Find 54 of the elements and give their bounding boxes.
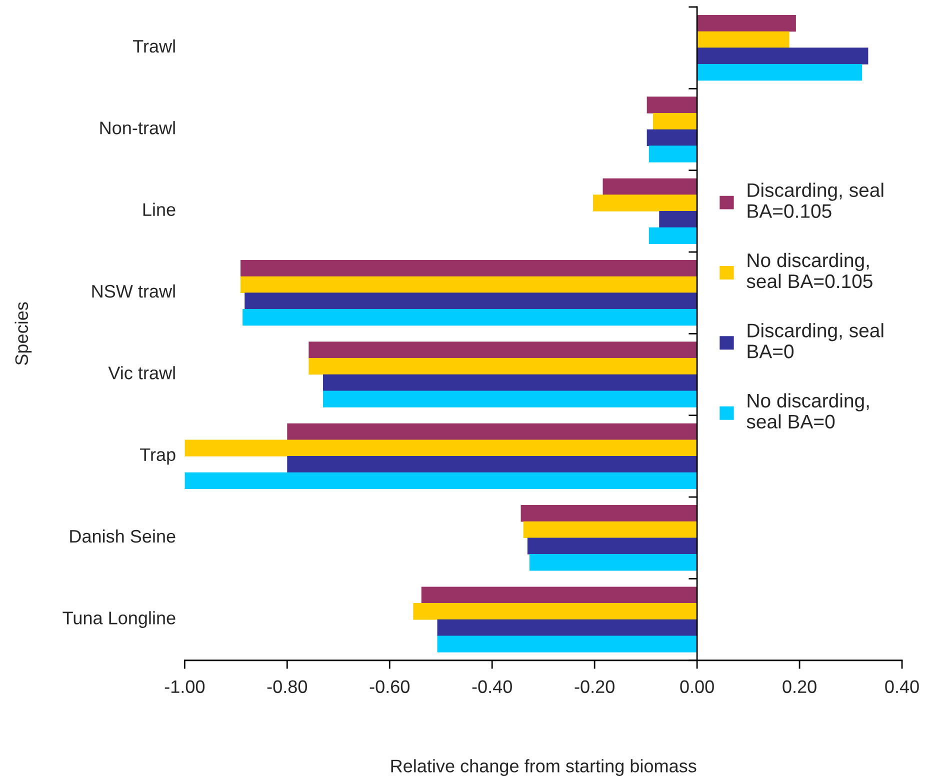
- bar: [520, 505, 698, 522]
- x-tick-label: 0.00: [680, 680, 714, 694]
- x-tick-label: -0.60: [370, 680, 410, 694]
- bar: [287, 423, 698, 440]
- bar: [697, 31, 790, 48]
- bar: [697, 14, 796, 32]
- bar: [323, 374, 698, 392]
- y-tick-label: Line: [143, 202, 176, 216]
- legend-label: No discarding, seal BA=0: [746, 393, 869, 429]
- bar: [697, 64, 862, 81]
- bar: [323, 390, 698, 408]
- x-axis-title: Relative change from starting biomass: [391, 759, 696, 776]
- bar: [527, 538, 698, 554]
- y-tick-label: Danish Seine: [70, 529, 176, 543]
- y-tick-label: Tuna Longline: [62, 611, 176, 628]
- bar: [602, 178, 698, 195]
- y-tick-label: NSW trawl: [92, 284, 175, 298]
- bar: [646, 129, 698, 146]
- x-tick-label: -0.40: [472, 680, 512, 694]
- x-tick-label: -0.80: [267, 680, 308, 694]
- bar: [697, 48, 868, 64]
- bar: [659, 211, 698, 228]
- x-tick-label: 0.20: [782, 680, 816, 694]
- bar: [421, 586, 698, 604]
- x-tick-label: 0.40: [885, 680, 919, 694]
- bar: [240, 260, 698, 277]
- y-tick-label: Trawl: [133, 39, 175, 53]
- bar: [287, 456, 698, 473]
- bar: [308, 358, 698, 375]
- bar: [184, 472, 698, 490]
- bar: [530, 554, 698, 571]
- bar: [240, 276, 698, 294]
- bar: [437, 619, 698, 636]
- bar: [437, 636, 698, 652]
- legend-label: Discarding, seal BA=0.105: [748, 182, 884, 218]
- bar: [593, 194, 698, 212]
- y-tick-label: Vic trawl: [108, 366, 175, 380]
- bar: [648, 146, 698, 162]
- bar: [523, 521, 698, 538]
- bar: [244, 292, 698, 310]
- legend-label: Discarding, seal BA=0: [748, 323, 884, 358]
- y-tick-label: Trap: [140, 448, 176, 465]
- bar: [308, 342, 698, 358]
- bar: [184, 440, 698, 456]
- y-tick-label: Non-trawl: [100, 121, 175, 134]
- bar: [646, 96, 698, 114]
- bar: [413, 603, 698, 620]
- bar: [242, 309, 698, 326]
- bar: [648, 227, 698, 244]
- y-axis-title: Species: [14, 302, 32, 365]
- x-tick-label: -0.20: [574, 680, 614, 694]
- legend-label: No discarding, seal BA=0.105: [746, 252, 872, 288]
- x-tick-label: -1.00: [164, 680, 205, 694]
- bar: [652, 112, 698, 130]
